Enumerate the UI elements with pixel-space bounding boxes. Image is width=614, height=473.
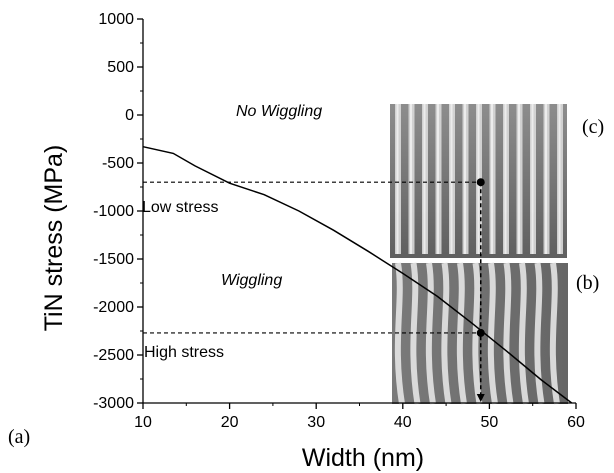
y-axis: 1000 500 0 -500 -1000 -1500 -2000 -2500 -3000	[93, 11, 144, 412]
sem-stripe-highlight	[450, 104, 453, 254]
annotation-no-wiggling: No Wiggling	[236, 103, 322, 120]
sem-wavy-line	[534, 262, 545, 405]
y-tick-label: -2000	[93, 299, 134, 316]
sem-wavy-line	[518, 262, 529, 405]
annotation-wiggling: Wiggling	[221, 272, 282, 289]
x-tick-label: 20	[221, 414, 239, 431]
series-line	[142, 145, 573, 404]
y-tick-label: 1000	[98, 11, 134, 28]
panel-label-c: (c)	[582, 116, 604, 138]
panel-label-a: (a)	[8, 426, 30, 448]
x-axis-title: Width (nm)	[302, 444, 424, 472]
sem-stripe-highlight	[410, 104, 412, 254]
panel-label-b: (b)	[576, 272, 599, 294]
sem-wavy-line	[425, 262, 436, 405]
reference-arrow-head	[476, 394, 485, 402]
sem-wavy-line	[394, 262, 405, 405]
sem-stripe-highlight	[491, 104, 493, 254]
annotation-low-stress: Low stress	[142, 199, 218, 216]
sem-wavy-line	[456, 262, 467, 405]
y-axis-title: TiN stress (MPa)	[40, 145, 68, 332]
reference-lines	[143, 178, 485, 402]
sem-image-no-wiggling	[390, 104, 567, 258]
sem-stripe-highlight	[518, 104, 520, 254]
sem-wavy-line	[410, 262, 421, 405]
sem-stripe-highlight	[396, 104, 399, 254]
sem-wavy-line	[441, 262, 452, 405]
sem-stripe-highlight	[504, 104, 507, 254]
y-tick-label: 500	[107, 59, 134, 76]
sem-stripe-highlight	[437, 104, 439, 254]
sem-wavy-line	[503, 262, 514, 405]
y-tick-label: -1000	[93, 203, 134, 220]
y-tick-label: 0	[125, 107, 134, 124]
x-tick-label: 40	[394, 414, 412, 431]
x-tick-label: 50	[481, 414, 499, 431]
sem-stripe-highlight	[531, 104, 534, 254]
sem-wavy-line	[472, 262, 483, 405]
x-tick-label: 10	[134, 414, 152, 431]
sem-wavy-line	[549, 262, 560, 405]
y-tick-label: -3000	[93, 395, 134, 412]
sem-wavy-line	[487, 262, 498, 405]
sem-stripe-highlight	[423, 104, 426, 254]
x-tick-label: 30	[307, 414, 325, 431]
y-tick-label: -500	[102, 155, 134, 172]
sem-stripe-highlight	[464, 104, 466, 254]
sem-stripe-highlight	[558, 104, 561, 254]
x-tick-label: 60	[567, 414, 585, 431]
y-tick-label: -1500	[93, 251, 134, 268]
y-tick-label: -2500	[93, 347, 134, 364]
annotation-high-stress: High stress	[144, 344, 224, 361]
sem-stripe-highlight	[545, 104, 547, 254]
x-axis: 10 20 30 40 50 60	[134, 402, 585, 431]
